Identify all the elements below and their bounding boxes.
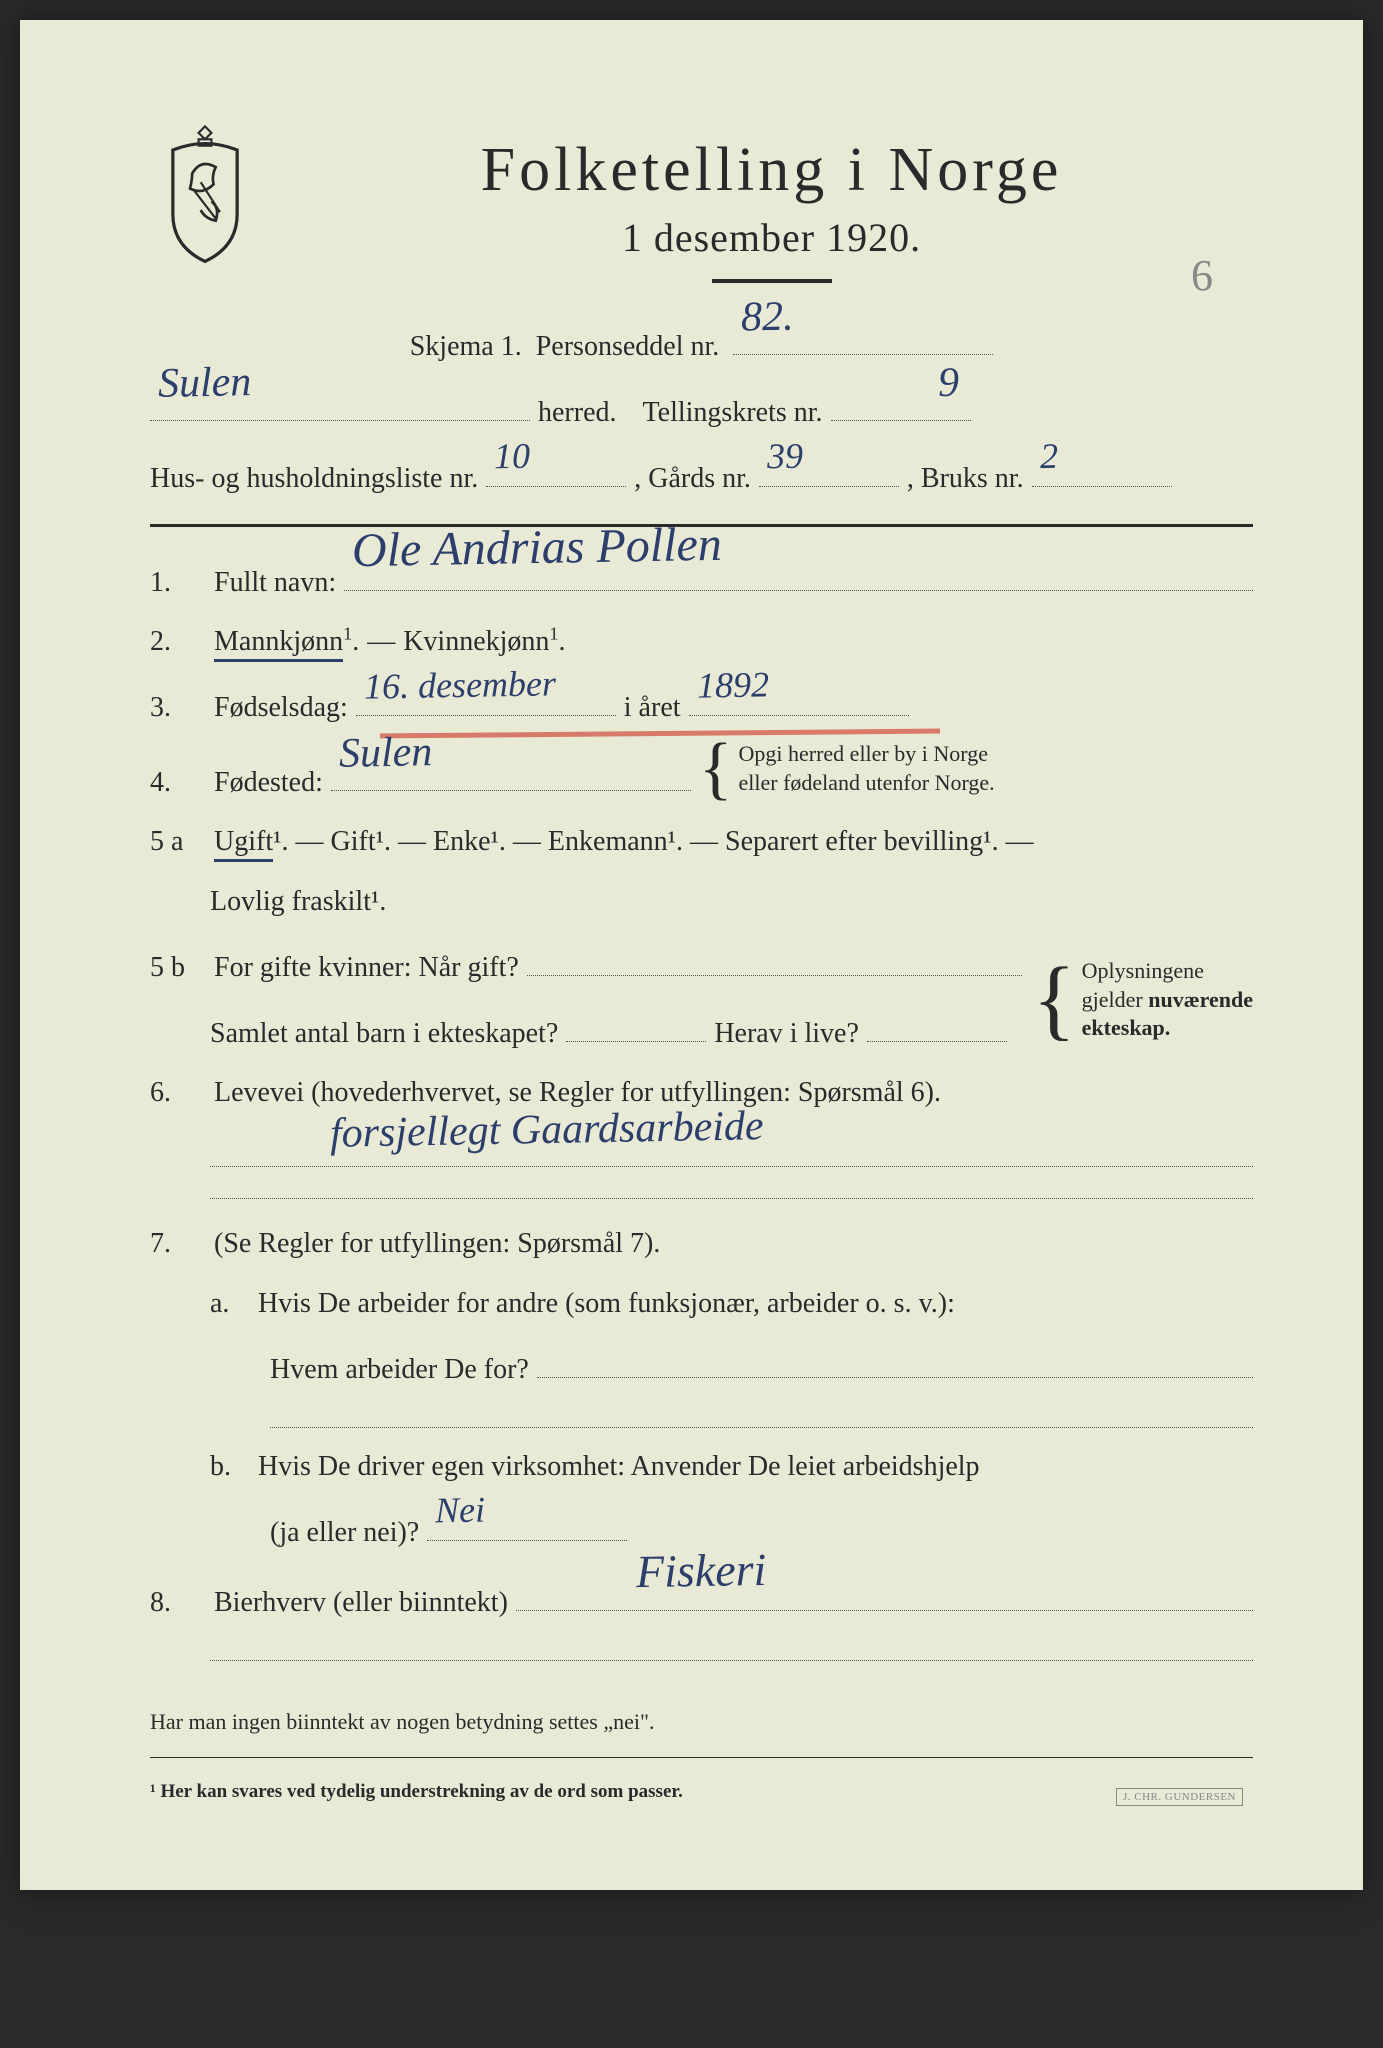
q5a-line1: 5 a Ugift¹. — Gift¹. — Enke¹. — Enkemann… bbox=[150, 815, 1253, 868]
line-herred: Sulen herred. Tellingskrets nr. 9 bbox=[150, 379, 1253, 439]
q5b-block: 5 b For gifte kvinner: Når gift? Samlet … bbox=[150, 934, 1253, 1066]
q4-field: Sulen bbox=[331, 749, 691, 791]
title-block: Folketelling i Norge 1 desember 1920. bbox=[290, 120, 1253, 283]
form-body: Skjema 1. Personseddel nr. 82. Sulen her… bbox=[150, 313, 1253, 1810]
q5b-gift-field bbox=[527, 934, 1023, 976]
pencil-annotation: 6 bbox=[1191, 250, 1213, 301]
q8-value: Fiskeri bbox=[635, 1526, 767, 1616]
q1-line: 1. Fullt navn: Ole Andrias Pollen bbox=[150, 549, 1253, 609]
footnote: ¹ Her kan svares ved tydelig understrekn… bbox=[150, 1774, 1253, 1810]
skjema-label: Skjema 1. bbox=[410, 320, 522, 373]
q7a-line3 bbox=[270, 1426, 1253, 1428]
q7-line1: 7. (Se Regler for utfyllingen: Spørsmål … bbox=[150, 1217, 1253, 1270]
printer-stamp: J. CHR. GUNDERSEN bbox=[1116, 1788, 1243, 1806]
q6-line2: forsjellegt Gaardsarbeide bbox=[150, 1125, 1253, 1167]
divider-2 bbox=[150, 1757, 1253, 1758]
brace-icon: { bbox=[1032, 977, 1075, 1022]
q8-line2 bbox=[210, 1659, 1253, 1661]
q3-label: Fødselsdag: bbox=[214, 681, 348, 734]
bruks-value: 2 bbox=[1039, 422, 1058, 491]
q8-field: Fiskeri bbox=[516, 1569, 1253, 1611]
hus-label: Hus- og husholdningsliste nr. bbox=[150, 452, 478, 505]
q7-num: 7. bbox=[150, 1217, 206, 1270]
q6-num: 6. bbox=[150, 1066, 206, 1119]
q2-opt1-wrap: Mannkjønn1. bbox=[214, 615, 359, 668]
tellingskrets-value: 9 bbox=[937, 344, 959, 424]
q5a-line2: Lovlig fraskilt¹. bbox=[150, 875, 1253, 928]
q5b-num: 5 b bbox=[150, 941, 206, 994]
gards-label: , Gårds nr. bbox=[634, 452, 751, 505]
herred-field: Sulen bbox=[150, 379, 530, 421]
q7-label: (Se Regler for utfyllingen: Spørsmål 7). bbox=[214, 1217, 660, 1270]
q2-opt1: Mannkjønn bbox=[214, 626, 343, 662]
q6-line3 bbox=[210, 1197, 1253, 1199]
q6-value: forsjellegt Gaardsarbeide bbox=[329, 1087, 764, 1174]
q2-num: 2. bbox=[150, 615, 206, 668]
q7b-line1: b. Hvis De driver egen virksomhet: Anven… bbox=[150, 1440, 1253, 1493]
q4-line: 4. Fødested: Sulen { Opgi herred eller b… bbox=[150, 740, 1253, 809]
line-personseddel: Skjema 1. Personseddel nr. 82. bbox=[150, 313, 1253, 373]
q8-line: 8. Bierhverv (eller biinntekt) Fiskeri bbox=[150, 1569, 1253, 1629]
tellingskrets-field: 9 bbox=[831, 379, 971, 421]
q7a-line2: Hvem arbeider De for? bbox=[150, 1336, 1253, 1396]
q3-line: 3. Fødselsdag: 16. desember i året 1892 bbox=[150, 674, 1253, 734]
q5a-num: 5 a bbox=[150, 815, 206, 868]
q4-num: 4. bbox=[150, 756, 206, 809]
footer-note: Har man ingen biinntekt av nogen betydni… bbox=[150, 1701, 1253, 1743]
census-form-page: 6 Folketelling i Norge 1 desember 1920. … bbox=[20, 20, 1363, 1890]
q1-value: Ole Andrias Pollen bbox=[351, 499, 722, 597]
q3-year-field: 1892 bbox=[689, 674, 909, 716]
main-title: Folketelling i Norge bbox=[290, 135, 1253, 206]
brace-icon: { bbox=[699, 751, 733, 786]
q1-field: Ole Andrias Pollen bbox=[344, 549, 1253, 591]
bruks-field: 2 bbox=[1032, 445, 1172, 487]
hus-value: 10 bbox=[494, 422, 531, 491]
q5b-live-field bbox=[867, 1000, 1007, 1042]
q7a-l1: Hvis De arbeider for andre (som funksjon… bbox=[258, 1277, 955, 1330]
q5b-l2b: Herav i live? bbox=[714, 1007, 859, 1060]
hus-field: 10 bbox=[486, 445, 626, 487]
q4-sidenote: { Opgi herred eller by i Norge eller fød… bbox=[699, 740, 995, 797]
gards-value: 39 bbox=[766, 422, 803, 491]
q5b-barn-field bbox=[566, 1000, 706, 1042]
q7b-value: Nei bbox=[435, 1475, 486, 1544]
q4-label: Fødested: bbox=[214, 756, 323, 809]
coat-of-arms-icon bbox=[150, 120, 260, 270]
red-underline bbox=[380, 729, 940, 739]
personseddel-value: 82. bbox=[741, 278, 795, 359]
bruks-label: , Bruks nr. bbox=[907, 452, 1024, 505]
line-hus: Hus- og husholdningsliste nr. 10 , Gårds… bbox=[150, 445, 1253, 505]
q1-num: 1. bbox=[150, 556, 206, 609]
q7a-field bbox=[537, 1336, 1253, 1378]
personseddel-label: Personseddel nr. bbox=[536, 320, 720, 373]
q5b-l1a: For gifte kvinner: Når gift? bbox=[214, 941, 519, 994]
q7b-num: b. bbox=[210, 1440, 250, 1493]
q8-num: 8. bbox=[150, 1576, 206, 1629]
q7b-field: Nei bbox=[427, 1499, 627, 1541]
q6-field: forsjellegt Gaardsarbeide bbox=[210, 1125, 1253, 1167]
q5a-ugift: Ugift bbox=[214, 826, 273, 862]
q1-label: Fullt navn: bbox=[214, 556, 336, 609]
q3-day-field: 16. desember bbox=[356, 674, 616, 716]
q3-day-value: 16. desember bbox=[363, 649, 556, 721]
header: Folketelling i Norge 1 desember 1920. bbox=[150, 120, 1253, 283]
q3-num: 3. bbox=[150, 681, 206, 734]
subtitle: 1 desember 1920. bbox=[290, 214, 1253, 261]
herred-label: herred. bbox=[538, 386, 617, 439]
q7b-l1: Hvis De driver egen virksomhet: Anvender… bbox=[258, 1440, 980, 1493]
q3-year-value: 1892 bbox=[696, 650, 769, 720]
q5b-l2a: Samlet antal barn i ekteskapet? bbox=[210, 1007, 558, 1060]
herred-value: Sulen bbox=[157, 344, 252, 425]
q8-label: Bierhverv (eller biinntekt) bbox=[214, 1576, 508, 1629]
q4-value: Sulen bbox=[338, 714, 433, 795]
q7a-l2: Hvem arbeider De for? bbox=[270, 1343, 529, 1396]
q3-mid: i året bbox=[624, 681, 681, 734]
q5b-line1: 5 b For gifte kvinner: Når gift? bbox=[150, 934, 1022, 994]
q7b-l2: (ja eller nei)? bbox=[270, 1506, 419, 1559]
gards-field: 39 bbox=[759, 445, 899, 487]
q5b-sidenote: { Oplysningene gjelder nuværende ekteska… bbox=[1032, 957, 1253, 1043]
q7a-num: a. bbox=[210, 1277, 250, 1330]
q7a-line1: a. Hvis De arbeider for andre (som funks… bbox=[150, 1277, 1253, 1330]
q5b-line2: Samlet antal barn i ekteskapet? Herav i … bbox=[150, 1000, 1022, 1060]
